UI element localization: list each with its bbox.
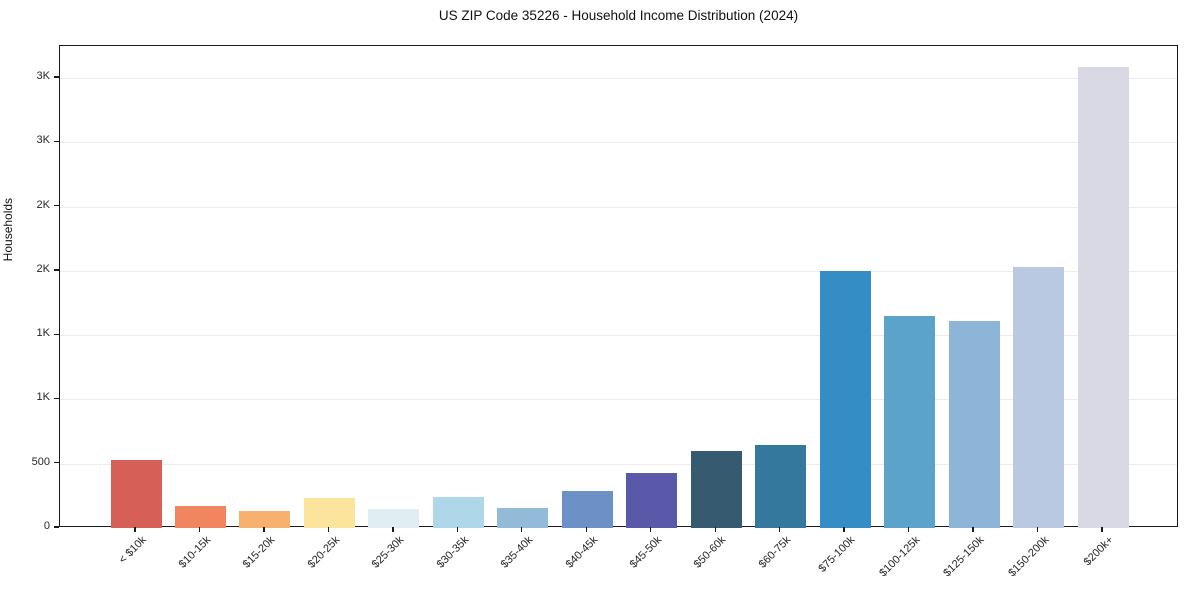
plot-area: [59, 45, 1178, 528]
x-tick-label-$25-30k: $25-30k: [369, 534, 407, 571]
bar-$50-60k: [690, 450, 742, 528]
gridline-3500: [60, 78, 1177, 80]
x-tick-label-$40-45k: $40-45k: [563, 534, 600, 571]
bar-$125-150k: [948, 321, 1000, 528]
x-tick-mark-< $10k: [134, 527, 136, 532]
x-tick-mark-$75-100k: [843, 527, 845, 532]
bar-$100-125k: [884, 315, 936, 528]
gridline-2500: [60, 206, 1177, 208]
y-tick-label-2000: 2K: [36, 262, 50, 275]
x-tick-mark-$200k+: [1101, 527, 1103, 532]
x-tick-label-$20-25k: $20-25k: [305, 534, 342, 571]
gridline-2000: [60, 270, 1177, 272]
x-tick-mark-$125-150k: [972, 527, 974, 532]
x-tick-label-$35-40k: $35-40k: [498, 534, 536, 571]
y-tick-label-0: 0: [43, 520, 50, 532]
gridline-500: [60, 463, 1177, 465]
bar-$20-25k: [303, 498, 355, 528]
bar-$30-35k: [432, 497, 484, 528]
x-tick-mark-$50-60k: [714, 527, 716, 532]
y-tick-mark-0: [54, 526, 59, 528]
bar-$25-30k: [368, 508, 420, 528]
x-tick-mark-$15-20k: [263, 527, 265, 532]
gridline-1500: [60, 335, 1177, 337]
x-tick-label-$60-75k: $60-75k: [756, 534, 794, 571]
x-tick-label-$15-20k: $15-20k: [240, 534, 278, 571]
y-tick-label-500: 500: [31, 455, 50, 468]
x-tick-label-$200k+: $200k+: [1081, 534, 1116, 569]
bar-$40-45k: [561, 490, 613, 528]
chart-title: US ZIP Code 35226 - Household Income Dis…: [438, 8, 799, 23]
bar-$10-15k: [174, 506, 226, 528]
x-tick-mark-$60-75k: [779, 527, 781, 532]
x-tick-label-$50-60k: $50-60k: [692, 534, 729, 571]
x-tick-mark-$35-40k: [521, 527, 523, 532]
y-tick-label-1000: 1K: [36, 391, 50, 404]
x-tick-mark-$100-125k: [907, 527, 910, 532]
x-tick-mark-$40-45k: [585, 527, 587, 532]
x-tick-mark-$25-30k: [392, 527, 394, 532]
x-tick-label-$45-50k: $45-50k: [627, 534, 665, 571]
x-tick-label-$100-125k: $100-125k: [876, 534, 923, 580]
x-tick-label-$150-200k: $150-200k: [1005, 534, 1052, 580]
x-tick-label-$10-15k: $10-15k: [176, 534, 213, 571]
bar-$15-20k: [239, 510, 291, 528]
bar-$60-75k: [755, 445, 807, 528]
y-tick-mark-1500: [54, 333, 59, 335]
y-axis-label: Households: [1, 197, 15, 262]
y-tick-label-3500: 3K: [36, 70, 50, 83]
y-tick-mark-500: [54, 462, 59, 464]
x-tick-label-$75-100k: $75-100k: [816, 534, 858, 575]
x-tick-label-< $10k: < $10k: [116, 534, 149, 567]
bar-$35-40k: [497, 507, 549, 528]
y-tick-label-1500: 1K: [36, 327, 50, 340]
bar-$45-50k: [626, 473, 678, 528]
x-tick-label-$125-150k: $125-150k: [941, 534, 987, 580]
x-tick-mark-$45-50k: [650, 527, 652, 532]
bar-$150-200k: [1013, 267, 1065, 528]
x-tick-mark-$150-200k: [1036, 527, 1039, 532]
bar-$75-100k: [819, 270, 871, 528]
y-tick-mark-1000: [54, 397, 59, 400]
bar-< $10k: [110, 459, 162, 528]
x-tick-label-$30-35k: $30-35k: [434, 534, 471, 571]
y-tick-mark-3500: [54, 76, 59, 78]
y-tick-label-2500: 2K: [36, 198, 50, 211]
y-tick-mark-2000: [54, 269, 59, 271]
bar-$200k+: [1077, 67, 1129, 528]
y-tick-mark-3000: [54, 140, 59, 143]
gridline-1000: [60, 399, 1177, 401]
gridline-3000: [60, 142, 1177, 144]
y-tick-label-3000: 3K: [36, 134, 50, 147]
x-tick-mark-$20-25k: [327, 527, 330, 532]
x-tick-mark-$10-15k: [198, 527, 201, 532]
x-tick-mark-$30-35k: [456, 527, 458, 532]
y-tick-mark-2500: [54, 205, 59, 207]
